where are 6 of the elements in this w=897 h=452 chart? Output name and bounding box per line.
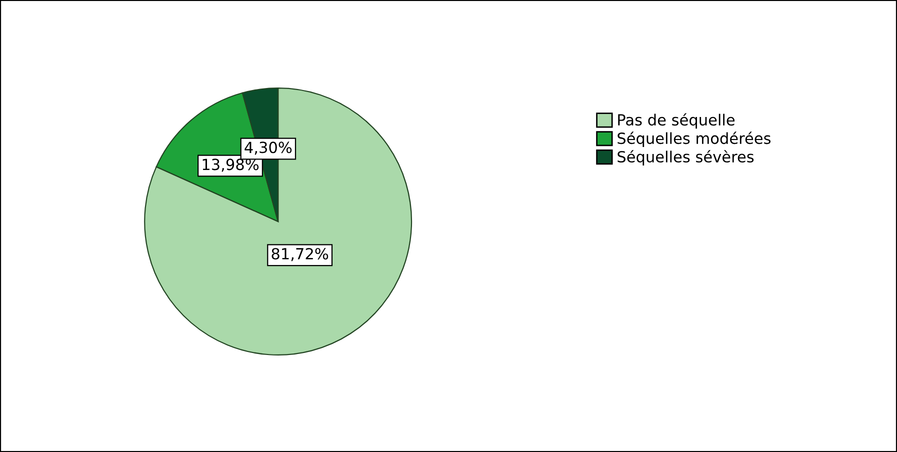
data-label: 13,98% (202, 158, 259, 172)
data-label: 4,30% (244, 142, 292, 155)
legend-label: Séquelles sévères (618, 150, 754, 166)
legend-label: Séquelles modérées (618, 132, 771, 148)
legend-label: Pas de séquelle (618, 113, 735, 129)
data-label: 81,72% (272, 248, 328, 262)
